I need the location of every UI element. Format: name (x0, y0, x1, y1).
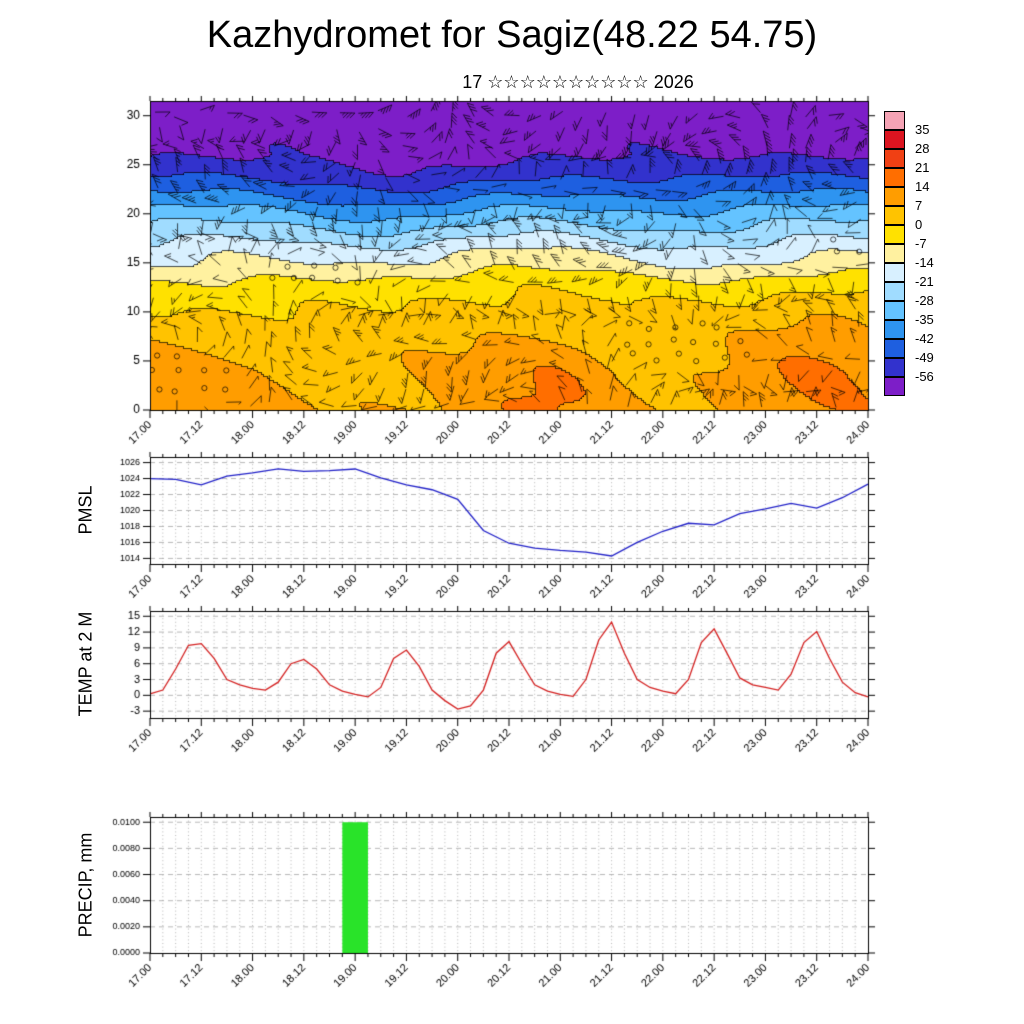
colorbar-segment (884, 149, 905, 168)
pmsl-axis-label: PMSL (75, 485, 96, 535)
colorbar-segment (884, 358, 905, 377)
colorbar-tick-label: 21 (915, 160, 930, 175)
colorbar-segment (884, 168, 905, 187)
colorbar-tick-label: -49 (915, 350, 934, 365)
colorbar-segment (884, 301, 905, 320)
colorbar-segment (884, 225, 905, 244)
colorbar-tick-label: 35 (915, 122, 930, 137)
colorbar-segment (884, 130, 905, 149)
colorbar-tick-label: -21 (915, 274, 934, 289)
subtitle-year: 2026 (653, 72, 694, 92)
precip-chart (100, 811, 890, 1005)
colorbar-tick-label: -35 (915, 312, 934, 327)
colorbar-tick-label: -42 (915, 331, 934, 346)
subtitle-month-stars: ☆☆☆☆☆☆☆☆☆☆ (487, 72, 649, 92)
temp-2m-chart (100, 605, 890, 770)
date-subtitle: 17 ☆☆☆☆☆☆☆☆☆☆ 2026 (66, 72, 1024, 93)
page-title: Kazhydromet for Sagiz(48.22 54.75) (206, 14, 818, 56)
upper-air-section-chart (100, 95, 890, 463)
temp-axis-label: TEMP at 2 M (75, 611, 96, 717)
pmsl-chart (100, 451, 890, 616)
colorbar-segment (884, 282, 905, 301)
colorbar-segment (884, 377, 905, 396)
colorbar-segment (884, 111, 905, 130)
colorbar-segment (884, 206, 905, 225)
colorbar-tick-label: -28 (915, 293, 934, 308)
colorbar-segment (884, 320, 905, 339)
colorbar-segment (884, 339, 905, 358)
colorbar-tick-label: 7 (915, 198, 923, 213)
subtitle-day: 17 (462, 72, 483, 92)
colorbar-tick-label: 14 (915, 179, 930, 194)
colorbar-segment (884, 244, 905, 263)
precip-axis-label: PRECIP, mm (75, 832, 96, 938)
temperature-colorbar: 35 28 21 14 7 0 -7 -14 -21 -28 -35 -42 -49 -56 (884, 111, 954, 406)
colorbar-tick-label: 0 (915, 217, 923, 232)
colorbar-tick-label: -7 (915, 236, 927, 251)
colorbar-segment (884, 187, 905, 206)
colorbar-tick-label: -14 (915, 255, 934, 270)
colorbar-tick-label: -56 (915, 369, 934, 384)
colorbar-tick-label: 28 (915, 141, 930, 156)
colorbar-segment (884, 263, 905, 282)
